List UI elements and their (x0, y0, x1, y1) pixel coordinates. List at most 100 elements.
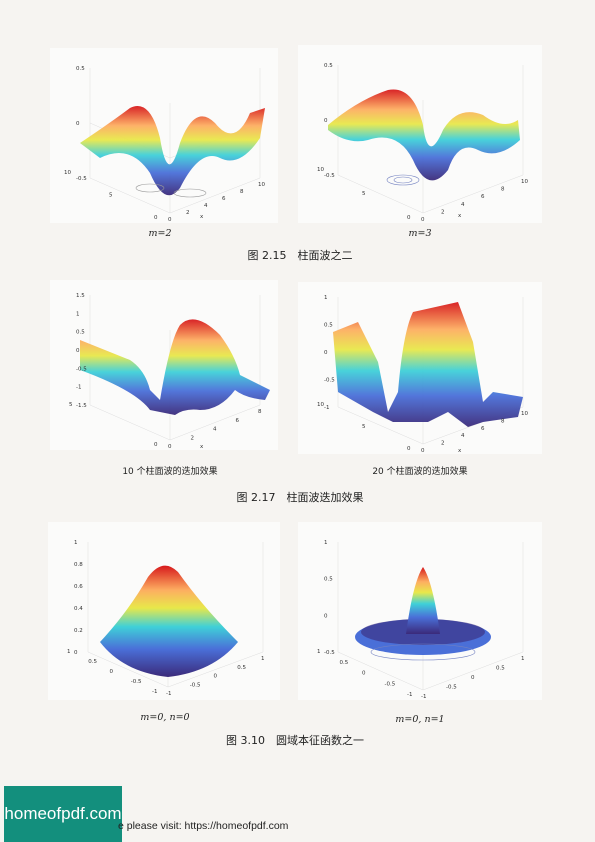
subcaption-p5: m=0, n=0 (140, 712, 190, 723)
x-tick-label: 0 (421, 448, 425, 454)
z-tick-label: 0.5 (76, 330, 85, 336)
y-tick-label: 0 (154, 442, 158, 448)
surface-plot-n1: 1 0.5 0 -0.5 -1 -0.5 0 0.5 1 1 0.5 0 -0.5 -1 (317, 540, 525, 700)
figure-2-15-panel-m3: 0.5 0 -0.5 0 2 4 6 8 10 10 5 0 x (298, 45, 542, 223)
z-tick-label: -0.5 (324, 173, 335, 179)
x-tick-label: 0 (421, 217, 425, 223)
y-tick-label: 5 (109, 193, 113, 199)
z-tick-label: 0 (324, 350, 328, 356)
figure-3-10-panel-n0: 1 0.8 0.6 0.4 0.2 0 -1 -0.5 0 0.5 1 1 0.5 0 -0.5 -1 (48, 522, 280, 700)
x-tick-label: 2 (191, 435, 195, 441)
z-tick-label: 1.5 (76, 293, 85, 299)
z-tick-label: 0 (76, 348, 80, 354)
z-tick-label: -0.5 (324, 378, 335, 384)
subcaption-p6: m=0, n=1 (395, 714, 445, 725)
z-tick-label: -1 (324, 405, 329, 411)
subcaption-p4: 20 个柱面波的迭加效果 (372, 467, 468, 477)
z-tick-label: 0 (324, 118, 328, 124)
z-tick-label: 0 (76, 121, 80, 127)
x-tick-label: 1 (521, 656, 525, 662)
x-axis-label: x (200, 444, 204, 450)
y-tick-label: 5 (69, 402, 73, 408)
y-tick-label: 10 (317, 402, 324, 408)
x-tick-label: 0.5 (496, 666, 505, 672)
x-tick-label: 2 (441, 209, 445, 215)
z-tick-label: 0.2 (74, 628, 83, 634)
y-tick-label: 0 (154, 215, 158, 221)
x-tick-label: 0 (471, 675, 475, 681)
z-tick-label: -1 (76, 385, 81, 391)
z-tick-label: -1.5 (76, 403, 87, 409)
x-tick-label: 6 (481, 194, 485, 200)
x-tick-label: -0.5 (446, 685, 457, 691)
z-tick-label: 1 (74, 540, 78, 546)
surface-plot-m3: 0.5 0 -0.5 0 2 4 6 8 10 10 5 0 x (317, 63, 528, 223)
z-tick-label: 0 (74, 650, 78, 656)
x-tick-label: 1 (261, 656, 265, 662)
surface-plot-20-waves: 1 0.5 0 -0.5 -1 0 2 4 6 8 10 10 5 0 x (317, 295, 528, 454)
z-tick-label: -0.5 (324, 650, 335, 656)
x-tick-label: 8 (258, 409, 262, 415)
y-tick-label: 1 (67, 649, 71, 655)
surface-plot-n0: 1 0.8 0.6 0.4 0.2 0 -1 -0.5 0 0.5 1 1 0.5 0 -0.5 -1 (67, 540, 265, 697)
z-tick-label: 1 (324, 295, 328, 301)
y-tick-label: -0.5 (385, 681, 396, 687)
x-tick-label: 2 (186, 210, 190, 216)
figure-2-17-panel-20: 1 0.5 0 -0.5 -1 0 2 4 6 8 10 10 5 0 x (298, 282, 542, 454)
subcaption-p2: m=3 (408, 228, 432, 239)
x-tick-label: 0 (168, 217, 172, 223)
z-tick-label: 1 (324, 540, 328, 546)
y-tick-label: 5 (362, 424, 366, 430)
x-tick-label: -0.5 (190, 682, 201, 688)
x-tick-label: 6 (222, 196, 226, 202)
x-tick-label: 6 (236, 418, 240, 424)
z-tick-label: 0 (324, 613, 328, 619)
caption-figure-3-10: 图 3.10 圆域本征函数之一 (226, 734, 364, 747)
z-tick-label: 0.4 (74, 606, 83, 612)
figure-3-10-panel-n1: 1 0.5 0 -0.5 -1 -0.5 0 0.5 1 1 0.5 0 -0.5 -1 (298, 522, 542, 700)
x-tick-label: 0.5 (237, 665, 246, 671)
caption-figure-2-17: 图 2.17 柱面波迭加效果 (236, 491, 364, 504)
figure-2-15-panel-m2: 0.5 0 -0.5 0 2 4 6 8 10 10 5 0 x (50, 48, 278, 223)
x-tick-label: 4 (461, 433, 465, 439)
y-tick-label: 0 (110, 669, 114, 675)
y-tick-label: 0 (362, 671, 366, 677)
x-tick-label: 10 (258, 182, 265, 188)
x-axis-label: x (458, 213, 462, 219)
y-tick-label: 0.5 (88, 659, 97, 665)
y-tick-label: 10 (317, 167, 324, 173)
z-tick-label: 0.5 (324, 63, 333, 69)
x-tick-label: 8 (501, 418, 505, 424)
watermark-logo[interactable]: homeofpdf.com (4, 786, 122, 842)
x-tick-label: 10 (521, 411, 528, 417)
subcaption-p1: m=2 (148, 228, 172, 239)
z-tick-label: -0.5 (76, 366, 87, 372)
x-tick-label: 0 (168, 444, 172, 450)
z-tick-label: 0.6 (74, 584, 83, 590)
z-tick-label: 0.5 (324, 323, 333, 329)
x-axis-label: x (458, 448, 462, 454)
y-tick-label: 0.5 (340, 660, 349, 666)
subcaption-p3: 10 个柱面波的迭加效果 (122, 467, 218, 477)
x-tick-label: 4 (461, 202, 465, 208)
y-tick-label: 5 (362, 191, 366, 197)
figure-2-17-panel-10: 1.5 1 0.5 0 -0.5 -1 -1.5 0 2 4 6 8 5 0 x (50, 280, 278, 450)
x-axis-label: x (200, 214, 204, 220)
x-tick-label: 4 (204, 203, 208, 209)
x-tick-label: -1 (421, 694, 426, 700)
x-tick-label: 6 (481, 426, 485, 432)
y-tick-label: 10 (64, 170, 71, 176)
y-tick-label: -1 (152, 689, 157, 695)
z-tick-label: 1 (76, 311, 80, 317)
x-tick-label: -1 (166, 691, 171, 697)
watermark-text[interactable]: e please visit: https://homeofpdf.com (118, 820, 289, 832)
z-tick-label: 0.5 (324, 577, 333, 583)
x-tick-label: 8 (240, 189, 244, 195)
x-tick-label: 0 (214, 674, 218, 680)
z-tick-label: 0.8 (74, 562, 83, 568)
z-tick-label: 0.5 (76, 66, 85, 72)
surface-plot-m2: 0.5 0 -0.5 0 2 4 6 8 10 10 5 0 x (64, 66, 265, 223)
x-tick-label: 10 (521, 179, 528, 185)
y-tick-label: 1 (317, 649, 321, 655)
y-tick-label: 0 (407, 215, 411, 221)
